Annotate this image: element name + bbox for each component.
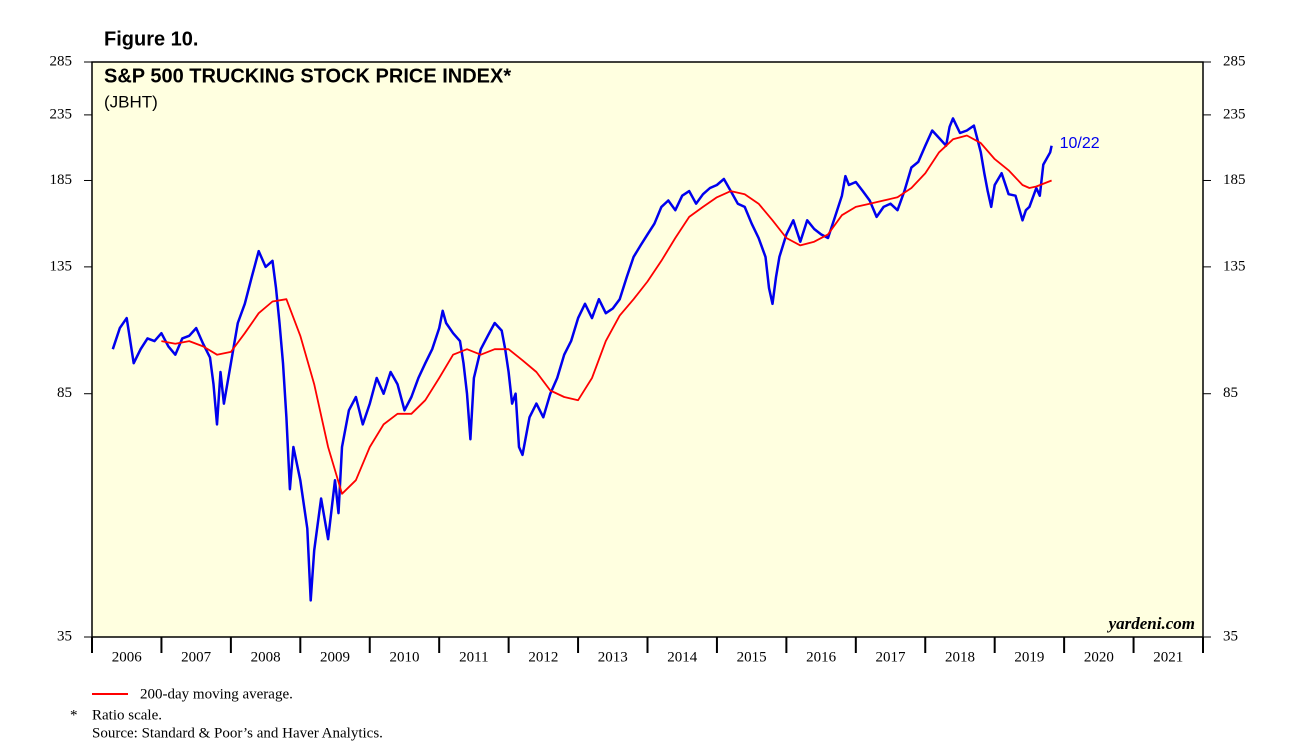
y2-tick-label: 85 — [1223, 385, 1238, 401]
plot-area — [91, 61, 1204, 638]
y-tick-label: 135 — [50, 258, 73, 274]
x-tick-label: 2009 — [320, 649, 350, 665]
note-marker: * — [70, 707, 78, 723]
chart-subtitle: (JBHT) — [104, 92, 158, 111]
y2-tick-label: 285 — [1223, 53, 1246, 69]
x-tick-label: 2013 — [598, 649, 628, 665]
y-tick-label: 35 — [57, 628, 72, 644]
y2-tick-label: 235 — [1223, 106, 1246, 122]
x-tick-label: 2007 — [181, 649, 212, 665]
price-line — [111, 117, 1053, 602]
watermark: yardeni.com — [1107, 614, 1195, 633]
x-tick-label: 2019 — [1014, 649, 1044, 665]
x-tick-label: 2008 — [251, 649, 281, 665]
source: Source: Standard & Poor’s and Haver Anal… — [92, 725, 383, 741]
y-tick-label: 285 — [50, 53, 73, 69]
legend-label: 200-day moving average. — [140, 686, 293, 702]
y-tick-label: 185 — [50, 172, 73, 188]
x-tick-label: 2018 — [945, 649, 975, 665]
x-tick-label: 2021 — [1153, 649, 1183, 665]
figure-label: Figure 10. — [104, 28, 198, 50]
x-tick-label: 2020 — [1084, 649, 1114, 665]
x-tick-label: 2011 — [459, 649, 488, 665]
x-tick-label: 2012 — [528, 649, 558, 665]
x-tick-label: 2015 — [737, 649, 767, 665]
y2-tick-label: 35 — [1223, 628, 1238, 644]
chart-title: S&P 500 TRUCKING STOCK PRICE INDEX* — [104, 65, 511, 87]
x-tick-label: 2006 — [112, 649, 143, 665]
x-tick-label: 2014 — [667, 649, 698, 665]
y2-tick-label: 185 — [1223, 172, 1246, 188]
x-tick-label: 2010 — [389, 649, 419, 665]
annotation: 10/22 — [1060, 135, 1100, 152]
note: Ratio scale. — [92, 707, 162, 723]
y-tick-label: 235 — [50, 106, 73, 122]
x-tick-label: 2017 — [876, 649, 907, 665]
y-tick-label: 85 — [57, 385, 72, 401]
moving-average-line — [161, 134, 1052, 495]
y2-tick-label: 135 — [1223, 258, 1246, 274]
x-tick-label: 2016 — [806, 649, 837, 665]
